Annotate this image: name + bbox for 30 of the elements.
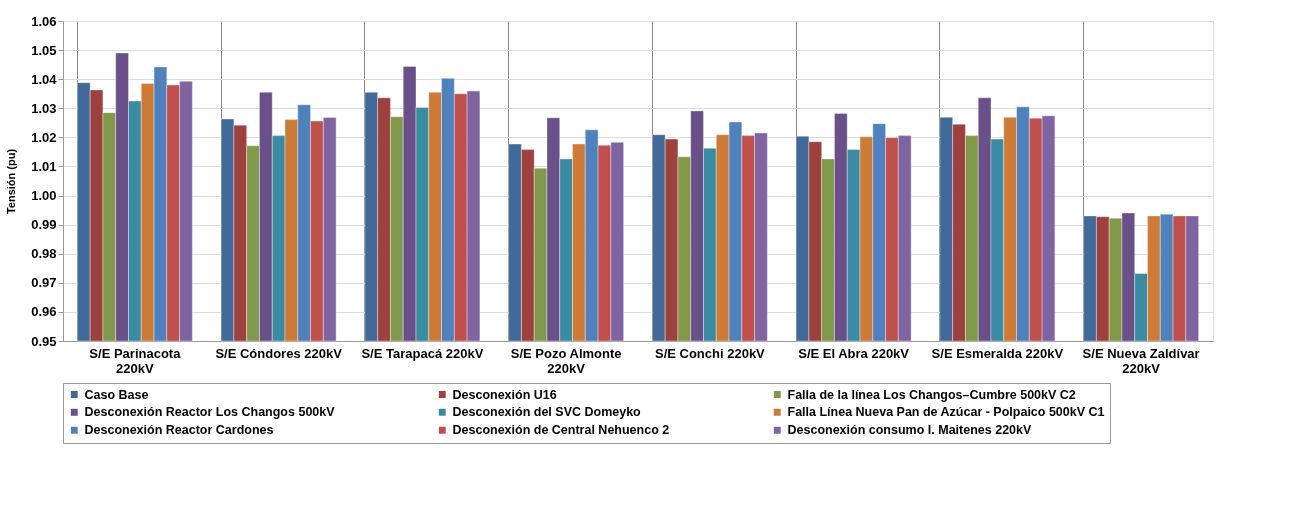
y-tick-label: 1.03 (31, 100, 57, 116)
x-tick-label: S/E Esmeralda 220kV (931, 345, 1064, 361)
y-tick-label: 0.96 (31, 304, 57, 320)
legend-label: Falla de la línea Los Changos–Cumbre 500kV C2 (787, 387, 1076, 402)
legend-label: Desconexión Reactor Los Changos 500kV (84, 405, 336, 420)
x-tick-label: S/E Parinacota 220kV (89, 345, 182, 376)
x-tick-label: S/E Cóndores 220kV (215, 345, 343, 361)
x-tick-label: S/E Nueva Zaldívar 220kV (1082, 345, 1200, 376)
x-tick-label: S/E El Abra 220kV (798, 345, 910, 361)
x-tick-label: S/E Pozo Almonte 220kV (510, 345, 622, 376)
legend-label: Falla Línea Nueva Pan de Azúcar - Polpaico 500kV C1 (787, 405, 1105, 420)
y-tick-label: 1.05 (31, 42, 57, 58)
x-tick-label: S/E Conchi 220kV (654, 345, 766, 361)
legend-label: Desconexión del SVC Domeyko (452, 405, 642, 420)
y-tick-label: 1.01 (31, 158, 57, 174)
legend-label: Desconexión Reactor Cardones (84, 423, 274, 438)
y-tick-label: 0.97 (31, 275, 57, 291)
y-tick-label: 1.00 (31, 188, 57, 204)
y-tick-label: 0.99 (31, 217, 57, 233)
legend-label: Desconexión de Central Nehuenco 2 (452, 423, 670, 438)
y-axis-title: Tensión (pu) (5, 148, 18, 215)
legend-label: Desconexión U16 (452, 387, 557, 402)
legend-label: Desconexión consumo I. Maitenes 220kV (787, 423, 1032, 438)
y-tick-label: 1.06 (31, 13, 57, 29)
legend-label: Caso Base (84, 387, 149, 402)
y-tick-label: 1.04 (31, 71, 58, 87)
x-tick-label: S/E Tarapacá 220kV (361, 345, 484, 361)
y-tick-label: 1.02 (31, 129, 57, 145)
y-tick-label: 0.95 (31, 333, 57, 349)
y-tick-label: 0.98 (31, 246, 57, 262)
